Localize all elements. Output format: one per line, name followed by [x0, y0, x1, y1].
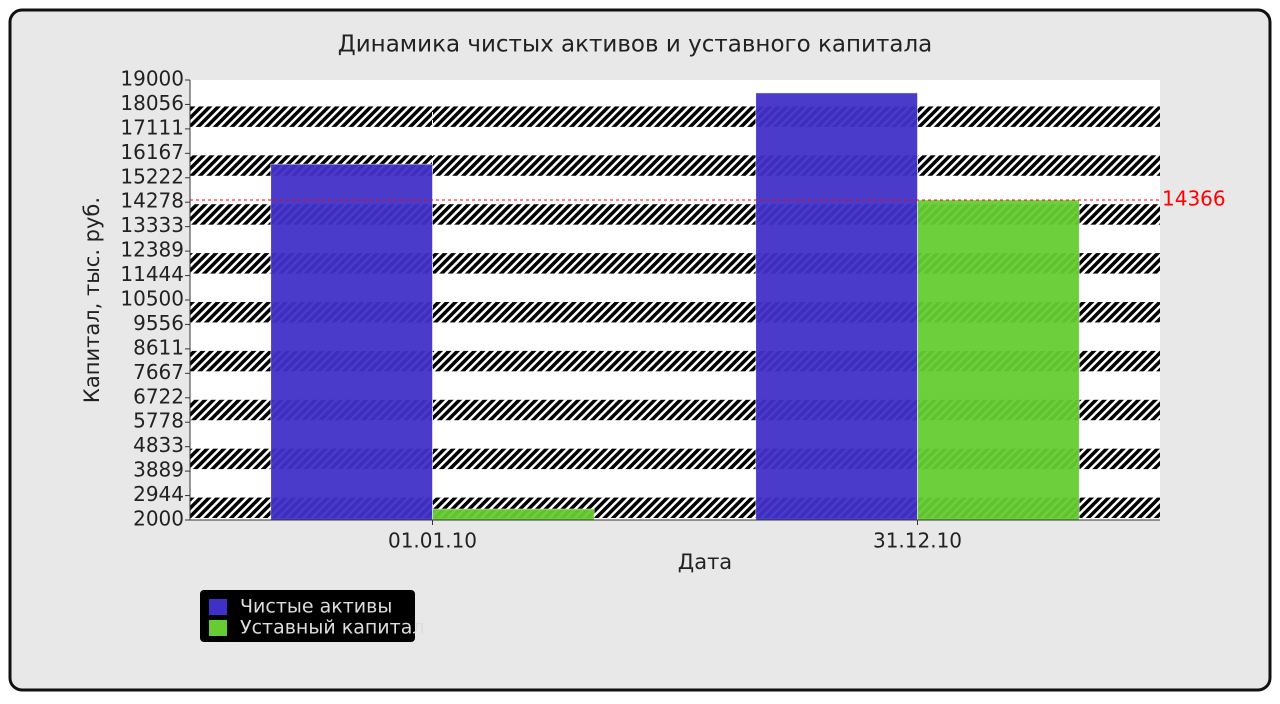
- x-axis-label: Дата: [678, 550, 732, 574]
- legend-label: Чистые активы: [240, 596, 392, 618]
- x-tick-label: 01.01.10: [388, 529, 477, 553]
- y-tick-label: 7667: [133, 360, 184, 384]
- y-tick-label: 15222: [120, 164, 184, 188]
- reference-label: 14366: [1162, 186, 1226, 210]
- y-tick-label: 14278: [120, 189, 184, 213]
- y-tick-label: 3889: [133, 458, 184, 482]
- y-tick-label: 8611: [133, 335, 184, 359]
- y-tick-label: 2944: [133, 482, 184, 506]
- legend-swatch: [209, 599, 227, 615]
- y-tick-label: 16167: [120, 140, 184, 164]
- y-tick-label: 13333: [120, 213, 184, 237]
- y-tick-label: 2000: [133, 507, 184, 531]
- y-tick-label: 19000: [120, 67, 184, 91]
- y-tick-label: 4833: [133, 433, 184, 457]
- grid-band: [190, 106, 1160, 127]
- legend-label: Уставный капитал: [240, 617, 425, 639]
- bar: [755, 92, 918, 521]
- bar: [432, 508, 595, 521]
- bar: [917, 199, 1080, 521]
- y-tick-label: 10500: [120, 287, 184, 311]
- y-axis-label: Капитал, тыс. руб.: [80, 197, 104, 403]
- legend: [200, 590, 415, 642]
- y-tick-label: 12389: [120, 238, 184, 262]
- chart-title: Динамика чистых активов и уставного капи…: [338, 32, 933, 58]
- y-tick-label: 17111: [120, 115, 184, 139]
- y-tick-label: 5778: [133, 409, 184, 433]
- y-tick-label: 18056: [120, 91, 184, 115]
- y-tick-label: 11444: [120, 262, 184, 286]
- legend-swatch: [209, 620, 227, 636]
- y-tick-label: 9556: [133, 311, 184, 335]
- bar: [270, 163, 433, 521]
- y-tick-label: 6722: [133, 384, 184, 408]
- x-tick-label: 31.12.10: [873, 529, 962, 553]
